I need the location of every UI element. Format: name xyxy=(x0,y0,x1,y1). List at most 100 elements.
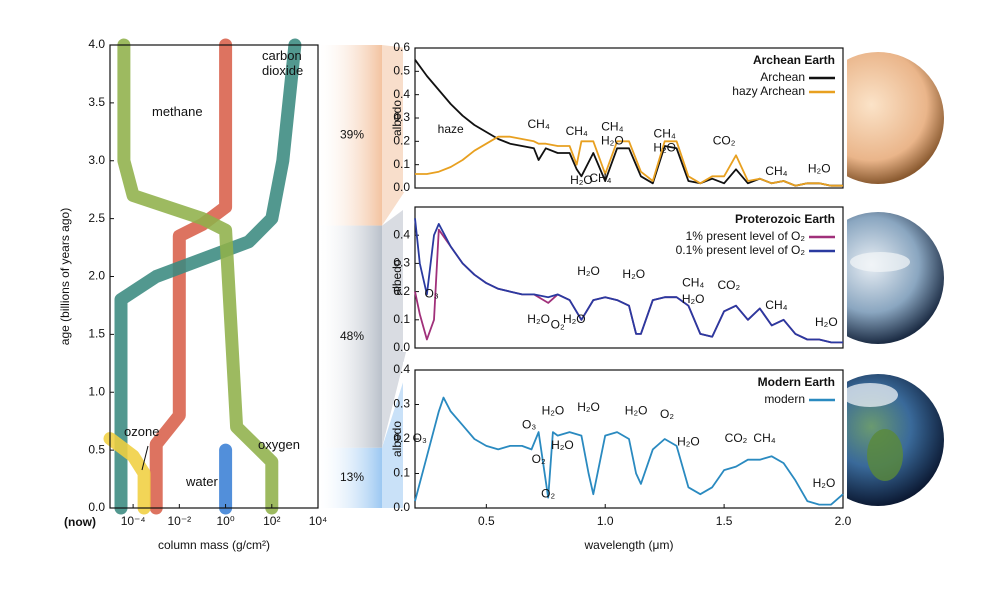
y-tick-label: 2.5 xyxy=(88,211,105,225)
y-tick-label: 1.0 xyxy=(88,384,105,398)
annotation: O₃ xyxy=(522,417,536,431)
annotation: O₂ xyxy=(541,486,555,500)
y-tick-label: 0.2 xyxy=(393,284,410,298)
annotation: H₂O xyxy=(682,292,705,306)
y-tick-label: 2.0 xyxy=(88,269,105,283)
y-tick-label: 0.5 xyxy=(393,64,410,78)
annotation: H₂O xyxy=(808,162,831,176)
continent xyxy=(867,429,903,481)
era-connector xyxy=(382,45,407,226)
era-share xyxy=(320,45,382,226)
y-axis-label: albedo xyxy=(390,259,404,295)
x-axis-label: column mass (g/cm²) xyxy=(158,538,270,552)
annotation: haze xyxy=(438,122,464,136)
annotation: CH₄ xyxy=(566,124,588,138)
panel-title: Archean Earth xyxy=(753,53,835,67)
annotation: H₂O xyxy=(551,438,574,452)
y-tick-label: 0.1 xyxy=(393,312,410,326)
annotation: H₂O xyxy=(813,476,836,490)
gas-band xyxy=(103,432,151,515)
series-label: water xyxy=(186,474,218,489)
panel-title: Modern Earth xyxy=(758,375,835,389)
era-share-label: 48% xyxy=(340,329,364,343)
x-axis-label: wavelength (μm) xyxy=(584,538,674,552)
y-tick-label: 3.5 xyxy=(88,95,105,109)
annotation: O₂ xyxy=(660,407,674,421)
annotation: CH₄ xyxy=(765,298,787,312)
y-tick-label: 0.0 xyxy=(88,500,105,514)
era-connector xyxy=(382,207,407,448)
x-tick-label: 0.5 xyxy=(478,514,495,528)
y-tick-label: 0.6 xyxy=(393,40,410,54)
y-tick-label: 0.4 xyxy=(393,362,410,376)
y-tick-label: 0.1 xyxy=(393,157,410,171)
annotation: H₂O xyxy=(625,404,648,418)
annotation: O₃ xyxy=(425,287,439,301)
annotation: H₂O xyxy=(622,267,645,281)
era-share xyxy=(320,447,382,508)
x-tick-label: 10⁻⁴ xyxy=(121,514,146,528)
annotation: CH₄ xyxy=(682,275,704,289)
archean-globe xyxy=(846,52,944,184)
annotation: H₂O xyxy=(563,312,586,326)
plot-frame xyxy=(414,206,844,349)
y-tick-label: 3.0 xyxy=(88,153,105,167)
y-tick-label: 0.0 xyxy=(393,500,410,514)
globes xyxy=(846,52,944,506)
proterozoic-globe xyxy=(846,212,944,344)
legend-label: hazy Archean xyxy=(732,84,805,98)
y-tick-label: 0.0 xyxy=(393,340,410,354)
series-label: ozone xyxy=(124,424,160,439)
annotation: CH₄ xyxy=(528,117,550,131)
annotation: O₂ xyxy=(532,452,546,466)
annotation: H₂O xyxy=(653,141,676,155)
panel-title: Proterozoic Earth xyxy=(735,212,835,226)
annotation: CH₄ xyxy=(654,127,676,141)
annotation: CH₄ xyxy=(753,431,775,445)
y-tick-label: 0.2 xyxy=(393,431,410,445)
y-tick-label: 1.5 xyxy=(88,327,105,341)
y-tick-label: 4.0 xyxy=(88,37,105,51)
annotation: H₂O xyxy=(527,312,550,326)
annotation: H₂O xyxy=(577,400,600,414)
y-tick-label: 0.4 xyxy=(393,227,410,241)
y-tick-label: 0.1 xyxy=(393,466,410,480)
era-connector xyxy=(382,370,407,508)
series-label: methane xyxy=(152,104,203,119)
x-tick-label: 2.0 xyxy=(835,514,852,528)
spectrum-line xyxy=(414,396,844,506)
y-tick-label: 0.4 xyxy=(393,87,410,101)
annotation: CO₂ xyxy=(713,134,736,148)
annotation: O₃ xyxy=(413,431,427,445)
plot-bg xyxy=(403,40,847,192)
series-label: carbon dioxide xyxy=(262,48,304,78)
legend-label: 1% present level of O₂ xyxy=(686,229,806,243)
annotation: CO₂ xyxy=(718,278,741,292)
series-label: oxygen xyxy=(258,437,300,452)
now-label: (now) xyxy=(64,515,96,529)
y-tick-label: 0.3 xyxy=(393,110,410,124)
annotation: O₂ xyxy=(551,318,565,332)
ozone-pointer xyxy=(141,445,149,471)
cloud xyxy=(846,383,898,407)
y-axis-label: albedo xyxy=(390,100,404,136)
spectrum-line xyxy=(415,135,843,187)
y-tick-label: 0.2 xyxy=(393,134,410,148)
y-tick-label: 0.3 xyxy=(393,397,410,411)
annotation: CH₄ xyxy=(589,171,611,185)
annotation: H₂O xyxy=(601,134,624,148)
legend-label: Archean xyxy=(760,70,805,84)
x-tick-label: 10⁻² xyxy=(167,514,191,528)
gas-band xyxy=(149,38,233,515)
annotation: CH₄ xyxy=(601,120,623,134)
annotation: H₂O xyxy=(542,404,565,418)
annotation: H₂O xyxy=(577,264,600,278)
x-tick-label: 10⁴ xyxy=(309,514,328,528)
y-tick-label: 0.0 xyxy=(393,180,410,194)
y-axis-label: albedo xyxy=(390,421,404,457)
annotation: CO₂ xyxy=(725,431,748,445)
annotation: H₂O xyxy=(570,173,593,187)
x-tick-label: 1.5 xyxy=(716,514,733,528)
y-tick-label: 0.5 xyxy=(88,442,105,456)
